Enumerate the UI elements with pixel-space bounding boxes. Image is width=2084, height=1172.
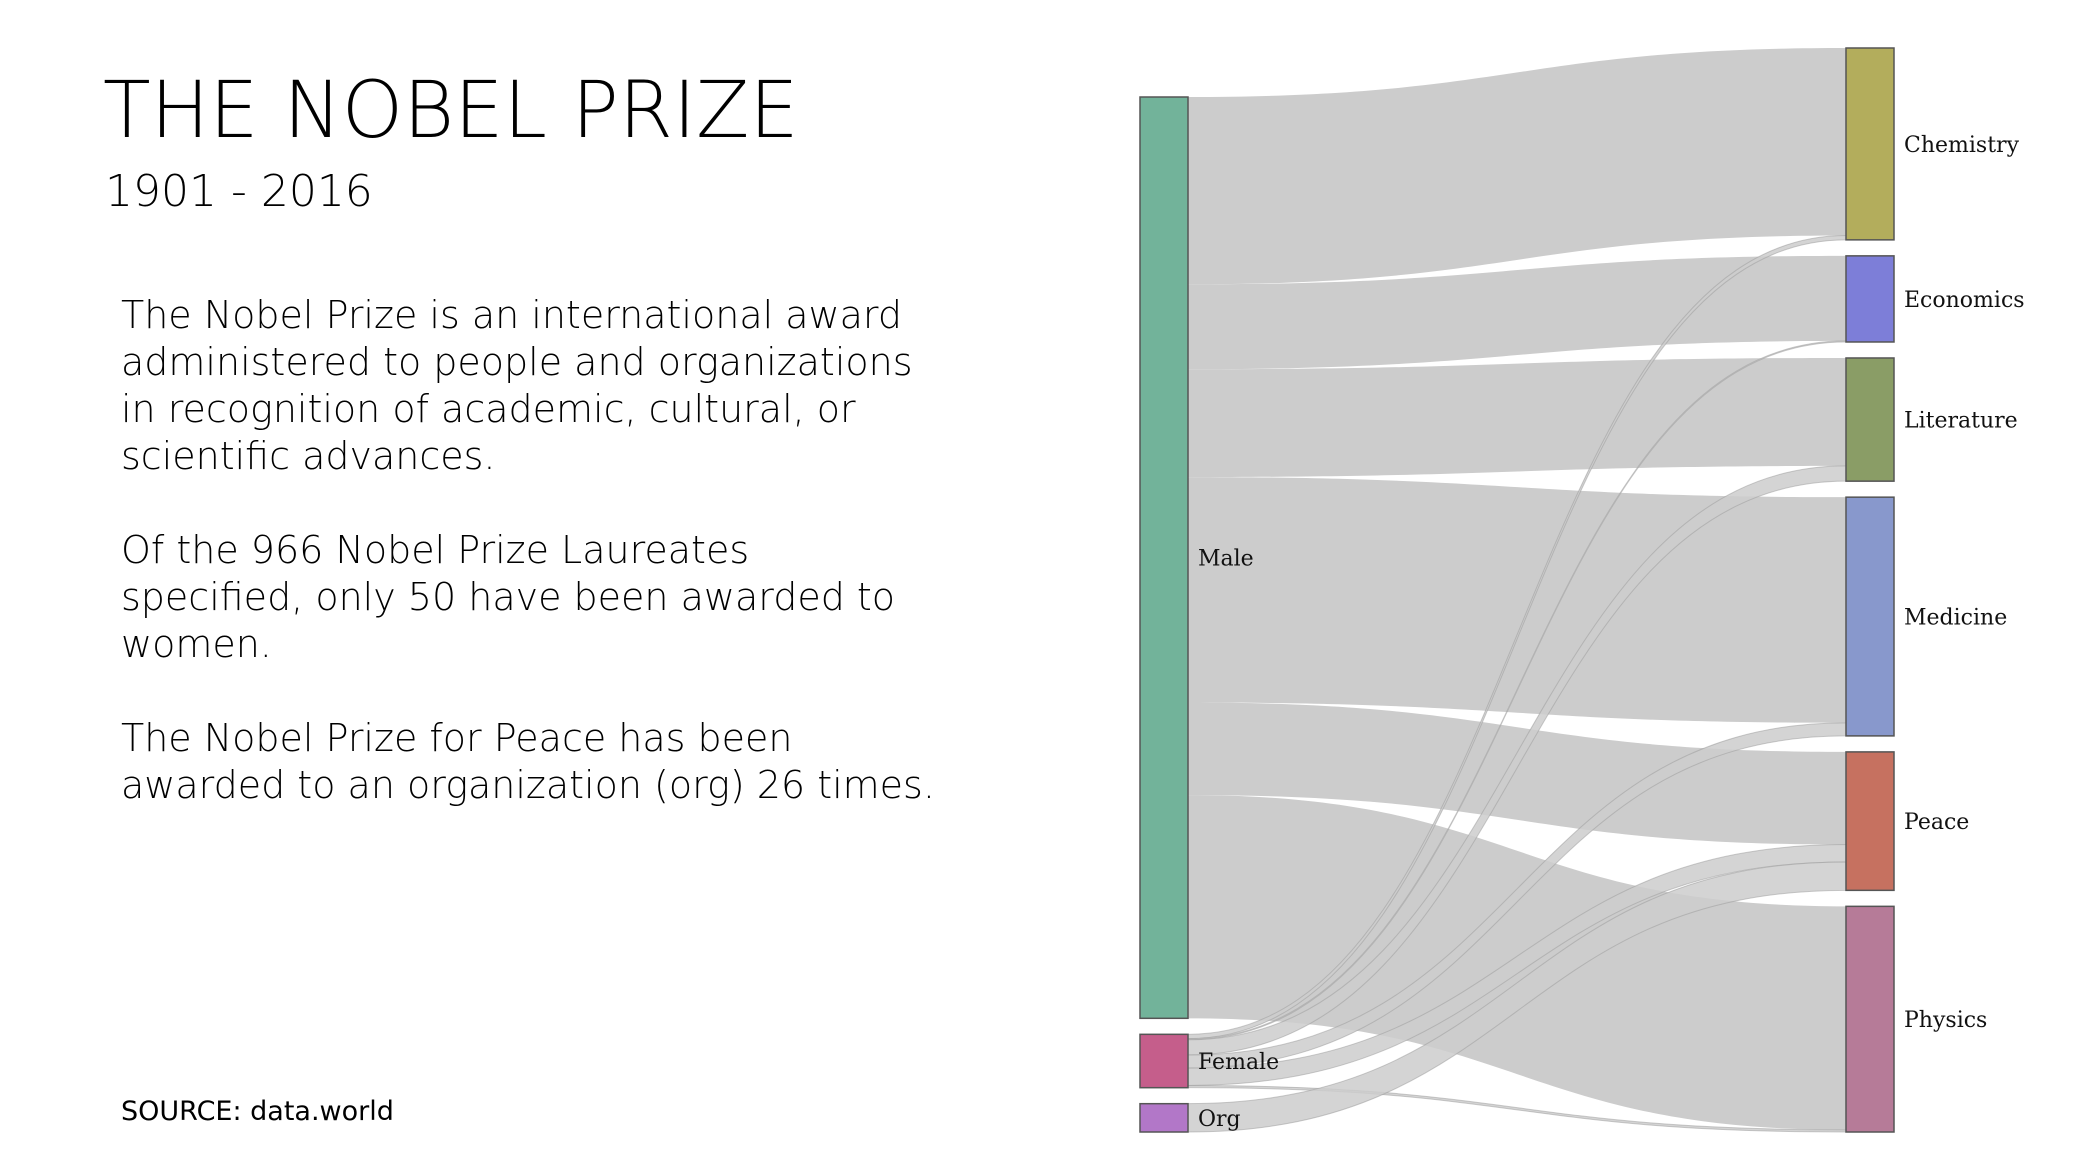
link-male-peace [1188,702,1846,845]
node-label-economics: Economics [1904,288,2025,313]
node-economics [1845,255,1895,343]
node-label-male: Male [1198,547,1254,572]
node-female [1139,1033,1189,1089]
description-paragraph-2: Of the 966 Nobel Prize Laureates specifi… [121,528,896,666]
link-male-economics [1188,255,1846,370]
link-male-chemistry [1188,48,1846,285]
page-title: THE NOBEL PRIZE [103,66,799,156]
date-range: 1901 - 2016 [105,166,373,217]
node-literature [1845,357,1895,482]
node-chemistry [1845,47,1895,241]
description: The Nobel Prize is an international awar… [121,292,941,856]
node-org [1139,1102,1189,1133]
node-medicine [1845,496,1895,737]
node-physics [1845,905,1895,1133]
node-label-peace: Peace [1904,810,1969,835]
node-label-chemistry: Chemistry [1904,133,2020,158]
node-label-female: Female [1198,1050,1279,1075]
node-male [1139,96,1189,1020]
link-male-medicine [1188,477,1846,723]
node-peace [1845,751,1895,892]
link-male-literature [1188,357,1846,478]
node-label-medicine: Medicine [1904,606,2007,631]
description-paragraph-3: The Nobel Prize for Peace has been award… [121,716,935,807]
node-label-physics: Physics [1904,1008,1987,1033]
node-label-org: Org [1198,1107,1241,1132]
source-note: SOURCE: data.world [121,1096,394,1127]
description-paragraph-1: The Nobel Prize is an international awar… [121,293,913,478]
node-label-literature: Literature [1904,409,2018,434]
